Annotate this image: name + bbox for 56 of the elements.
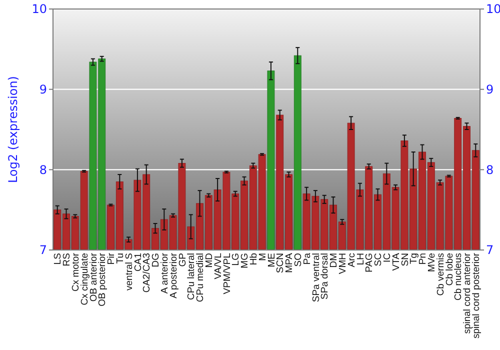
x-tick-label: Cb nucleus [453, 252, 464, 301]
x-tick-label: SC [373, 252, 384, 266]
x-tick-label: VA/VL [212, 253, 224, 280]
x-tick-label: SPa ventral [310, 253, 322, 302]
x-tick-label: Hb [248, 253, 260, 266]
x-tick-label: DM [328, 252, 340, 268]
x-tick-label: LS [52, 253, 64, 265]
x-tick-label: MVe [426, 253, 438, 272]
x-tick-label: MD [204, 252, 215, 268]
y2-tick-label: 7 [486, 243, 494, 258]
x-tick-label: OB posterior [97, 253, 108, 306]
x-tick-label: LG [230, 253, 242, 266]
x-tick-label: spinal cord posterior [470, 253, 482, 339]
x-tick-label: IC [382, 252, 393, 262]
x-tick-label: DG [150, 253, 162, 268]
y2-tick-label: 9 [486, 82, 494, 97]
x-tick-label: Cx motor [70, 253, 82, 292]
x-tick-label: PAG [364, 253, 376, 272]
y-tick-label: 7 [39, 243, 47, 258]
x-tick-label: ME [266, 253, 278, 268]
y-tick-label: 9 [39, 82, 47, 97]
x-tick-label: A posterior [168, 253, 180, 298]
x-tick-label: GP [177, 253, 188, 267]
x-tick-label: Cx cingulate [79, 253, 90, 306]
x-tick-label: Tg [408, 253, 420, 264]
x-tick-label: Tu [114, 253, 126, 264]
x-tick-label: OB anterior [88, 253, 100, 302]
x-tick-label: spinal cord anterior [462, 253, 474, 334]
y-axis-title: Log2 (expression) [6, 76, 20, 183]
x-tick-label: Pn [418, 253, 429, 265]
y-tick-label: 10 [32, 2, 47, 16]
x-tick-label: SN [400, 252, 411, 266]
x-tick-label: CA1 [132, 253, 144, 272]
x-tick-label: Pir [106, 253, 118, 265]
x-tick-label: Cb vermis [435, 252, 446, 296]
y2-tick-label: 8 [486, 162, 494, 177]
x-tick-label: Pa [302, 252, 313, 265]
x-tick-label: CPu medial [195, 253, 206, 302]
x-tick-label: A anterior [159, 253, 170, 294]
y-tick-label: 8 [39, 162, 47, 177]
x-tick-label: SPa dorsal [320, 253, 331, 300]
x-tick-label: LH [355, 252, 366, 266]
x-tick-label: MPA [284, 252, 296, 273]
x-tick-label: Arc [346, 252, 358, 268]
x-tick-label: SO [292, 253, 304, 267]
x-tick-label: MG [240, 253, 251, 268]
x-tick-label: SCN [275, 252, 286, 274]
x-tick-label: Cb lobe [444, 253, 456, 286]
x-tick-label: CPu lateral [186, 253, 198, 300]
x-tick-label: ventral S [124, 253, 135, 290]
x-tick-label: CA2/CA3 [142, 253, 153, 293]
x-tick-label: M [257, 252, 268, 261]
x-tick-label: VTA [390, 252, 402, 271]
x-tick-label: RS [62, 253, 73, 266]
x-tick-label: VMH [337, 252, 348, 274]
x-tick-label: VPM/VPL [222, 253, 233, 294]
